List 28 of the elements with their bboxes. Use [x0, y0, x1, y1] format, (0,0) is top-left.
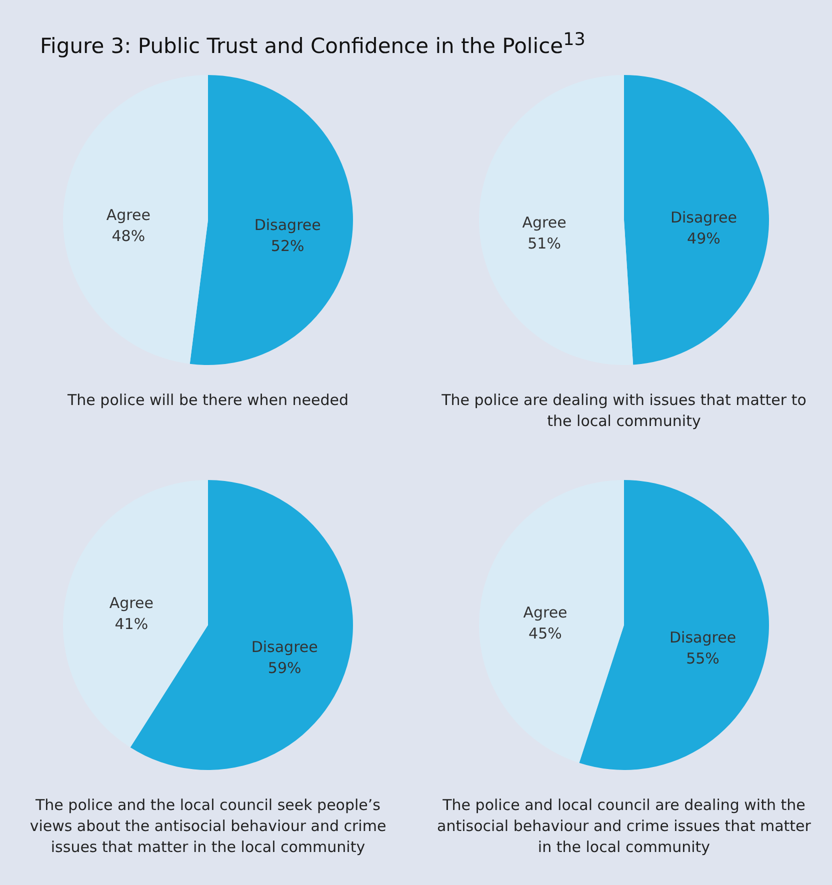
data-label: 52% [270, 237, 304, 256]
text: The police will be there when needed [66, 390, 350, 411]
data-label: 55% [686, 649, 720, 668]
slice-label: Agree [106, 206, 150, 224]
text: The police and the local council seek people’s views about the antisocial behaviour and crime issues that matter in the local community [28, 795, 388, 858]
pie-slice [479, 75, 634, 365]
slice-label: Agree [522, 214, 566, 232]
data-label: 49% [687, 229, 720, 248]
slice-label: Disagree [670, 208, 737, 226]
data-label: 41% [114, 614, 148, 633]
data-label: 48% [112, 226, 146, 245]
data-label: 51% [528, 234, 561, 253]
slice-label: Agree [523, 604, 568, 622]
slice-label: Agree [109, 594, 154, 612]
pie-slice [479, 480, 624, 763]
pie-slice [190, 75, 353, 365]
pie-slice [63, 75, 208, 364]
text: The police are dealing with issues that matter to the local community [440, 390, 808, 432]
slice-label: Disagree [251, 638, 318, 656]
pie-slice [63, 480, 208, 748]
pie-slice [624, 75, 769, 365]
text: The police and local council are dealing with the antisocial behaviour and crime issues that matter in the local community [436, 795, 812, 858]
chart-title: Figure 3: Public Trust and Confidence in the Police$^{13}$ [39, 29, 586, 60]
pie-slice [579, 480, 769, 770]
slice-label: Disagree [669, 628, 736, 646]
data-label: 45% [528, 624, 562, 643]
slice-label: Disagree [254, 216, 321, 234]
data-label: 59% [268, 659, 302, 678]
